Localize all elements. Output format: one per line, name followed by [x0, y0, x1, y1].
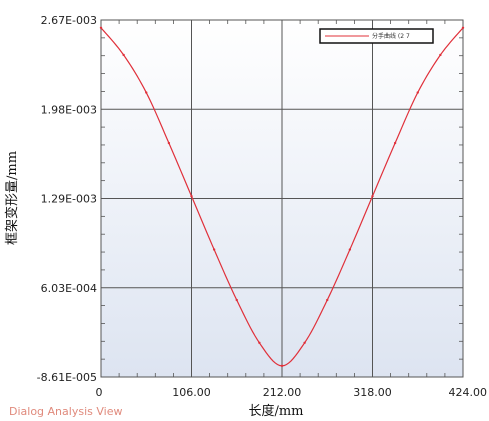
series-points	[99, 26, 465, 368]
grid-lines	[101, 20, 463, 377]
x-axis-label: 长度/mm	[248, 403, 303, 419]
series-point	[258, 341, 261, 344]
series-point	[439, 53, 442, 57]
y-axis-label: 框架变形量/mm	[4, 151, 20, 245]
series-point	[326, 298, 329, 302]
series-point	[99, 26, 103, 29]
series-point	[122, 53, 125, 57]
series-point	[416, 91, 419, 94]
series-point	[235, 298, 238, 302]
series-point	[212, 248, 216, 251]
x-tick-label: 212.00	[263, 386, 302, 399]
x-axis-tick-labels: 0 106.00 212.00 318.00 424.00	[96, 386, 488, 399]
y-axis-tick-labels: -8.61E-005 6.03E-004 1.29E-003 1.98E-003 2.6…	[37, 14, 97, 384]
x-tick-label: 106.00	[172, 386, 211, 399]
series-point	[371, 194, 374, 198]
y-tick-label: 1.98E-003	[41, 103, 97, 116]
series-point	[348, 248, 352, 251]
y-tick-label: -8.61E-005	[37, 371, 97, 384]
y-tick-label: 6.03E-004	[41, 282, 97, 295]
series-point	[303, 341, 306, 344]
series-point	[167, 141, 171, 145]
x-tick-label: 318.00	[353, 386, 392, 399]
x-tick-label: 0	[96, 386, 103, 399]
series-point	[280, 364, 284, 368]
y-tick-label: 1.29E-003	[41, 193, 97, 206]
y-tick-label: 2.67E-003	[41, 14, 97, 27]
series-point	[190, 194, 193, 198]
footer-label: Dialog Analysis View	[9, 405, 122, 418]
legend-label: 分手曲线 (2 7	[372, 32, 410, 40]
minor-ticks	[101, 20, 463, 377]
series-point	[393, 141, 397, 145]
series-point	[145, 91, 148, 94]
x-tick-label: 424.00	[449, 386, 488, 399]
legend: 分手曲线 (2 7	[319, 28, 434, 44]
series-point	[461, 26, 465, 29]
legend-box	[319, 28, 434, 44]
